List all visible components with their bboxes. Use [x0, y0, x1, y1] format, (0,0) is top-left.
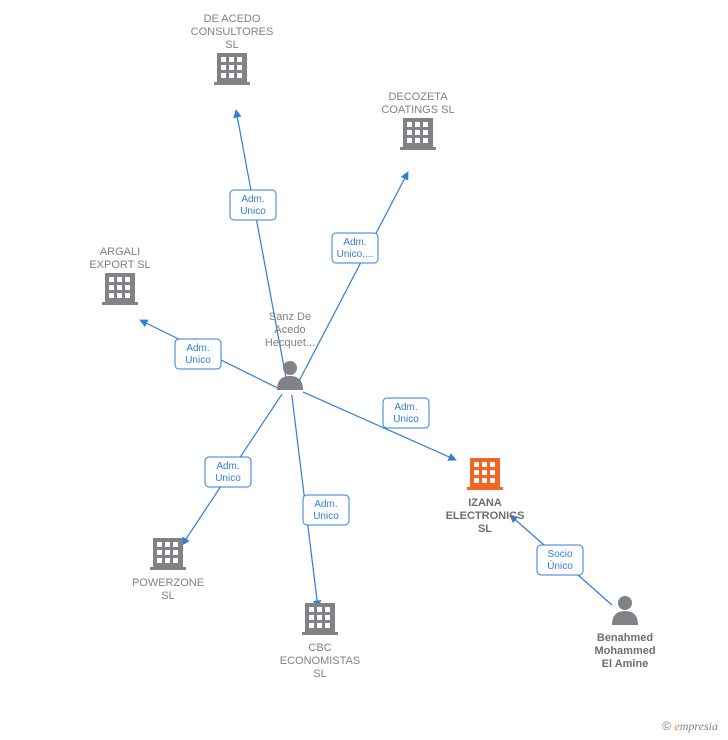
svg-text:Sanz De: Sanz De [269, 311, 311, 323]
svg-text:Unico: Unico [240, 206, 266, 217]
svg-text:Adm.: Adm. [241, 194, 264, 205]
svg-text:IZANA: IZANA [468, 497, 502, 509]
svg-text:Benahmed: Benahmed [597, 632, 653, 644]
node-center_person: Sanz DeAcedoHecquet... [265, 311, 315, 390]
edge-label-5: Adm.Unico [205, 457, 251, 487]
edge-2 [297, 172, 408, 386]
svg-text:DECOZETA: DECOZETA [388, 91, 448, 103]
svg-text:ECONOMISTAS: ECONOMISTAS [280, 655, 360, 667]
edge-3 [303, 392, 456, 460]
svg-text:Adm.: Adm. [216, 461, 239, 472]
svg-text:Adm.: Adm. [343, 237, 366, 248]
node-powerzone: POWERZONESL [132, 538, 204, 602]
edge-label-6: SocioÚnico [537, 545, 583, 575]
svg-text:EXPORT SL: EXPORT SL [89, 259, 150, 271]
relationship-graph: Sanz DeAcedoHecquet... ARGALIEXPORT SL DE … [0, 0, 728, 740]
svg-text:CONSULTORES: CONSULTORES [191, 26, 274, 38]
edge-label-1: Adm.Unico [230, 190, 276, 220]
edge-label-2: Adm.Unico,... [332, 233, 378, 263]
svg-text:CBC: CBC [308, 642, 331, 654]
node-deacedo: DE ACEDOCONSULTORESSL [191, 13, 274, 85]
node-argali: ARGALIEXPORT SL [89, 246, 150, 305]
svg-text:SL: SL [161, 590, 174, 602]
svg-text:DE ACEDO: DE ACEDO [204, 13, 261, 25]
edge-label-3: Adm.Unico [383, 398, 429, 428]
svg-text:Unico,...: Unico,... [337, 249, 374, 260]
svg-text:Socio: Socio [547, 549, 572, 560]
svg-text:ARGALI: ARGALI [100, 246, 140, 258]
svg-text:SL: SL [313, 668, 326, 680]
svg-text:Adm.: Adm. [314, 499, 337, 510]
svg-text:SL: SL [225, 39, 238, 51]
svg-text:COATINGS SL: COATINGS SL [381, 104, 454, 116]
svg-text:Unico: Unico [313, 511, 339, 522]
svg-text:Mohammed: Mohammed [594, 645, 655, 657]
svg-text:El Amine: El Amine [602, 658, 649, 670]
svg-text:ELECTRONICS: ELECTRONICS [446, 510, 525, 522]
svg-text:Unico: Unico [393, 414, 419, 425]
node-benahmed: BenahmedMohammedEl Amine [594, 596, 655, 670]
svg-text:SL: SL [478, 523, 492, 535]
svg-text:POWERZONE: POWERZONE [132, 577, 204, 589]
edge-label-0: Adm.Unico [175, 339, 221, 369]
node-izana: IZANAELECTRONICSSL [446, 458, 525, 535]
svg-text:Acedo: Acedo [274, 324, 305, 336]
brand-rest: mpresia [680, 719, 718, 733]
node-decozeta: DECOZETACOATINGS SL [381, 91, 454, 150]
edge-label-4: Adm.Unico [303, 495, 349, 525]
svg-text:Adm.: Adm. [394, 402, 417, 413]
node-cbc: CBCECONOMISTASSL [280, 603, 360, 680]
svg-text:Hecquet...: Hecquet... [265, 337, 315, 349]
copyright-symbol: © [662, 719, 671, 733]
svg-text:Adm.: Adm. [186, 343, 209, 354]
svg-text:Unico: Unico [215, 473, 241, 484]
svg-text:Unico: Unico [185, 355, 211, 366]
svg-text:Único: Único [547, 559, 573, 572]
footer-credit: © empresia [662, 719, 718, 734]
